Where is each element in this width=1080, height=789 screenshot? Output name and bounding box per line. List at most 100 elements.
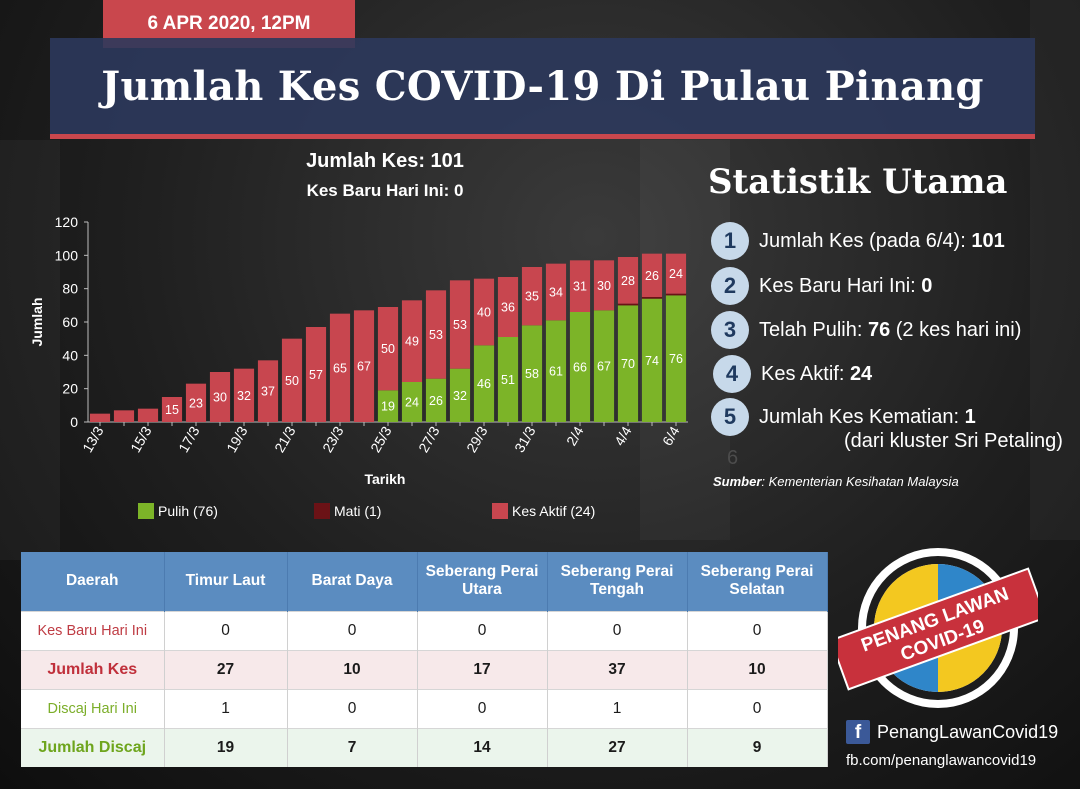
x-tick-label: 23/3 [319, 423, 347, 455]
bar-value-label: 76 [669, 352, 683, 366]
table-cell: 14 [417, 727, 548, 767]
bar-segment [617, 303, 639, 306]
facebook-row: f PenangLawanCovid19 [846, 720, 1058, 744]
stat-number-5: 5 [711, 398, 749, 436]
bar-segment [377, 390, 399, 422]
stat-item-1: 1 Jumlah Kes (pada 6/4): 101 [711, 222, 1005, 260]
bar-segment [377, 307, 399, 391]
facebook-page-name[interactable]: PenangLawanCovid19 [877, 721, 1059, 742]
y-tick-label: 100 [55, 247, 79, 263]
bar-segment [305, 327, 327, 422]
bar-segment [497, 337, 519, 422]
stats-title: Statistik Utama [708, 162, 1008, 202]
table-header-cell: Daerah [21, 552, 165, 611]
table-header-cell: Seberang Perai Tengah [547, 552, 688, 611]
table-header-row: Daerah Timur Laut Barat Daya Seberang Pe… [21, 552, 828, 611]
stat-text-3: Telah Pulih: 76 (2 kes hari ini) [759, 318, 1022, 341]
bar-segment [137, 408, 159, 422]
bar-segment [545, 320, 567, 422]
row-label: Jumlah Discaj [21, 727, 165, 767]
table-cell: 0 [687, 688, 828, 728]
table-cell: 27 [547, 727, 688, 767]
bar-value-label: 50 [381, 342, 395, 356]
bar-value-label: 32 [453, 389, 467, 403]
bar-segment [209, 372, 231, 422]
stat-number-3: 3 [711, 311, 749, 349]
bar-value-label: 53 [429, 328, 443, 342]
y-tick-label: 0 [70, 414, 78, 430]
y-tick-label: 120 [55, 214, 79, 230]
bar-segment [521, 267, 543, 326]
table-header-cell: Timur Laut [164, 552, 288, 611]
stat-text-4: Kes Aktif: 24 [761, 362, 873, 385]
bar-value-label: 74 [645, 354, 659, 368]
bar-value-label: 67 [597, 360, 611, 374]
chart-total-cases: Jumlah Kes: 101 [306, 150, 464, 172]
stat-number-2: 2 [711, 267, 749, 305]
legend-swatch-pulih [138, 503, 154, 519]
stat-item-5: 5 Jumlah Kes Kematian: 1 [711, 398, 976, 436]
x-tick-label: 25/3 [367, 423, 395, 455]
stat-item-3: 3 Telah Pulih: 76 (2 kes hari ini) [711, 311, 1021, 349]
bar-segment [281, 338, 303, 422]
bar-segment [329, 313, 351, 422]
bar-value-label: 66 [573, 361, 587, 375]
table-header-cell: Barat Daya [287, 552, 418, 611]
x-tick-label: 15/3 [127, 423, 155, 455]
bar-segment [401, 382, 423, 422]
stat-text-1: Jumlah Kes (pada 6/4): 101 [759, 229, 1005, 252]
bar-segment [665, 293, 687, 296]
bar-segment [641, 297, 663, 299]
table-cell: 0 [287, 688, 418, 728]
chart-legend: Pulih (76) Mati (1) Kes Aktif (24) [138, 503, 658, 523]
title-banner: Jumlah Kes COVID-19 Di Pulau Pinang [50, 38, 1035, 139]
table-header-cell: Seberang Perai Selatan [687, 552, 828, 611]
district-table: Daerah Timur Laut Barat Daya Seberang Pe… [21, 552, 828, 767]
stat-item-4: 4 Kes Aktif: 24 [713, 355, 872, 393]
legend-item-kes-aktif: Kes Aktif (24) [492, 503, 595, 519]
source-text: : Kementerian Kesihatan Malaysia [761, 474, 959, 489]
legend-label-kes-aktif: Kes Aktif (24) [512, 503, 596, 519]
chart-new-cases: Kes Baru Hari Ini: 0 [306, 181, 464, 200]
bar-value-label: 35 [525, 290, 539, 304]
bar-value-label: 26 [429, 394, 443, 408]
x-tick-label: 31/3 [511, 423, 539, 455]
bar-value-label: 31 [573, 280, 587, 294]
x-tick-label: 27/3 [415, 423, 443, 455]
y-tick-label: 80 [62, 281, 78, 297]
bar-segment [185, 383, 207, 422]
background-panel [1030, 0, 1080, 540]
bar-segment [233, 368, 255, 422]
facebook-url[interactable]: fb.com/penanglawancovid19 [846, 752, 1037, 769]
bar-value-label: 23 [189, 396, 203, 410]
bar-segment [161, 397, 183, 422]
x-tick-label: 2/4 [563, 423, 587, 448]
y-tick-label: 20 [62, 381, 78, 397]
table-row: Jumlah Kes 27 10 17 37 10 [21, 649, 828, 689]
bar-value-label: 67 [357, 360, 371, 374]
row-label: Discaj Hari Ini [21, 688, 165, 728]
bar-segment [617, 257, 639, 304]
legend-item-pulih: Pulih (76) [138, 503, 218, 519]
table-cell: 0 [547, 610, 688, 650]
y-axis-title: Jumlah [29, 297, 45, 346]
bar-segment [665, 295, 687, 422]
y-tick-label: 60 [62, 314, 78, 330]
facebook-icon: f [846, 720, 870, 744]
stat-5-subtext: (dari kluster Sri Petaling) [844, 430, 1063, 452]
source-label: Sumber [713, 474, 762, 489]
bar-value-label: 70 [621, 357, 635, 371]
x-tick-label: 4/4 [611, 423, 635, 448]
bar-value-label: 30 [597, 279, 611, 293]
bar-value-label: 37 [261, 385, 275, 399]
bar-segment [569, 312, 591, 422]
stat-text-2: Kes Baru Hari Ini: 0 [759, 274, 933, 297]
bar-segment [593, 310, 615, 422]
x-tick-label: 29/3 [463, 423, 491, 455]
table-cell: 0 [687, 610, 828, 650]
bar-value-label: 50 [285, 374, 299, 388]
legend-swatch-kes-aktif [492, 503, 508, 519]
bar-value-label: 65 [333, 361, 347, 375]
faded-number: 6 [727, 447, 739, 469]
cases-bar-chart: 0 20 40 60 80 100 120 13/3 15/3 15 23 17/3 30 32 19/3 3… [29, 214, 688, 487]
